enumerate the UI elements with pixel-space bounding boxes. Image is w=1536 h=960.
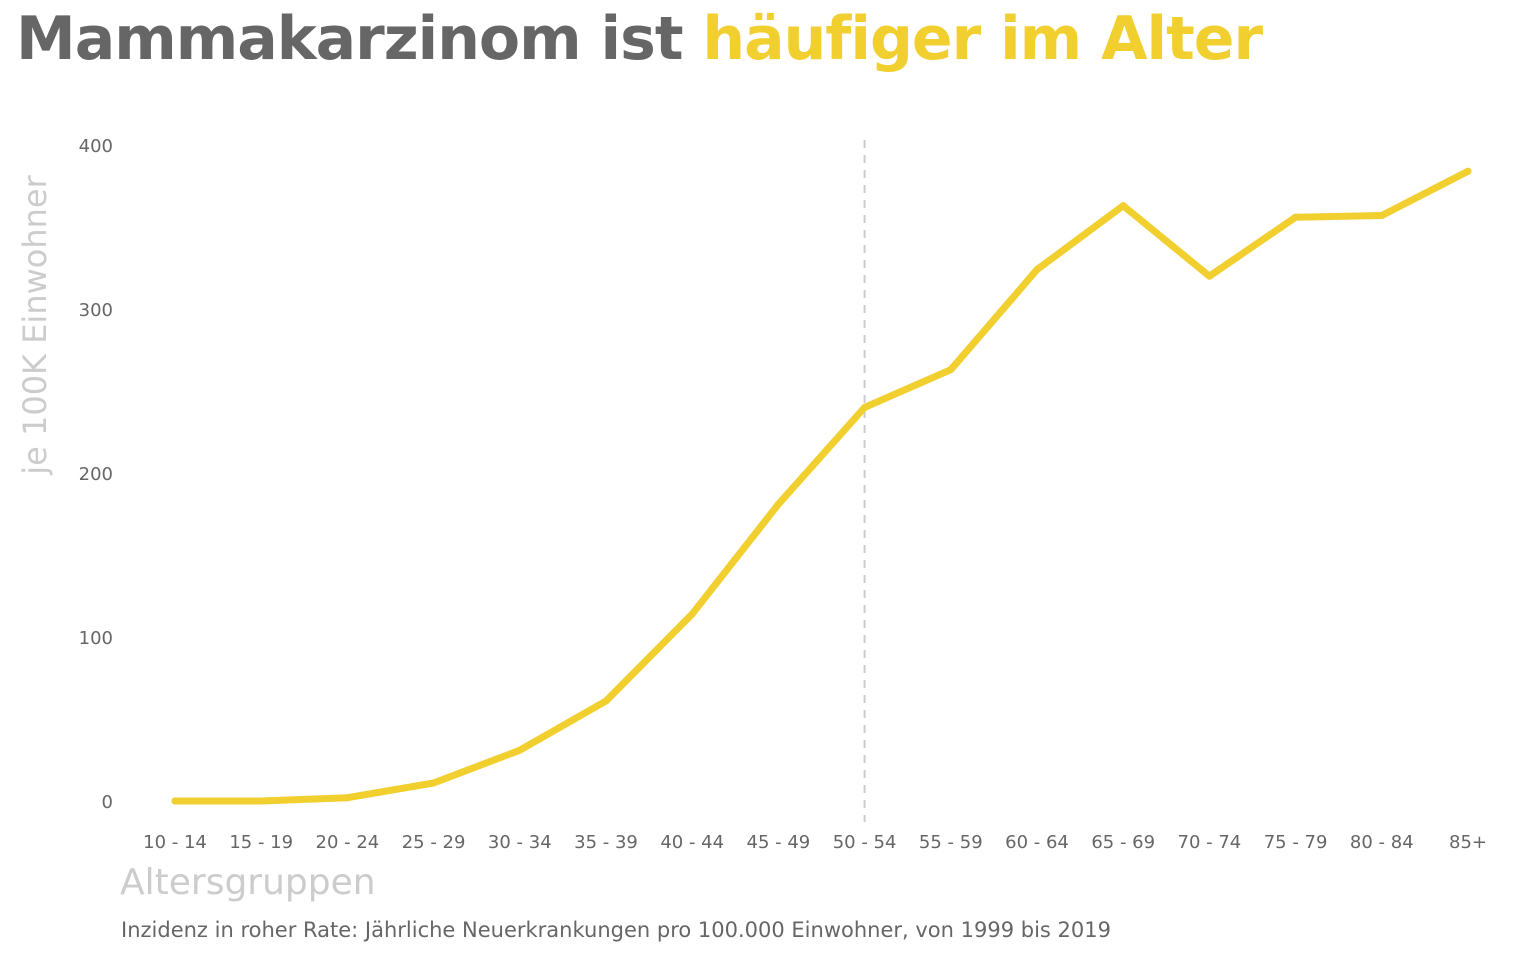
data-points (171, 167, 1472, 805)
x-tick-label: 85+ (1449, 832, 1487, 853)
chart-title: Mammakarzinom ist häufiger im Alter (16, 0, 1263, 78)
x-tick-label: 75 - 79 (1264, 832, 1328, 853)
y-tick-label: 0 (102, 792, 113, 813)
x-tick-label: 50 - 54 (833, 832, 897, 853)
data-point (1033, 266, 1041, 274)
x-tick-label: 10 - 14 (143, 832, 207, 853)
data-point (688, 610, 696, 618)
x-tick-label: 20 - 24 (316, 832, 380, 853)
title-part-highlight: häufiger im Alter (702, 4, 1263, 74)
data-point (1378, 212, 1386, 220)
x-tick-label: 60 - 64 (1005, 832, 1069, 853)
data-point (861, 403, 869, 411)
title-part-gray: Mammakarzinom ist (16, 4, 683, 74)
data-point (343, 794, 351, 802)
x-tick-label: 30 - 34 (488, 832, 552, 853)
y-axis-label: je 100K Einwohner (16, 174, 54, 475)
data-point (602, 697, 610, 705)
x-tick-label: 15 - 19 (229, 832, 293, 853)
data-point (430, 779, 438, 787)
x-tick-label: 25 - 29 (402, 832, 466, 853)
x-axis-label: Altersgruppen (120, 862, 376, 903)
data-point (1464, 167, 1472, 175)
x-tick-label: 65 - 69 (1091, 832, 1155, 853)
y-tick-label: 100 (79, 628, 113, 649)
data-point (1292, 213, 1300, 221)
y-tick-label: 400 (79, 136, 113, 157)
x-tick-label: 70 - 74 (1178, 832, 1242, 853)
y-tick-label: 300 (79, 300, 113, 321)
x-tick-label: 45 - 49 (747, 832, 811, 853)
y-axis: 0 100 200 300 400 (79, 136, 113, 813)
data-point (257, 797, 265, 805)
series-line (171, 167, 1472, 805)
y-tick-label: 200 (79, 464, 113, 485)
data-point (1205, 272, 1213, 280)
x-tick-label: 55 - 59 (919, 832, 983, 853)
data-point (947, 366, 955, 374)
x-tick-label: 40 - 44 (660, 832, 724, 853)
data-point (171, 797, 179, 805)
chart-caption: Inzidenz in roher Rate: Jährliche Neuerk… (121, 918, 1111, 942)
data-point (516, 746, 524, 754)
data-point (774, 500, 782, 508)
x-tick-label: 80 - 84 (1350, 832, 1414, 853)
data-point (1119, 202, 1127, 210)
x-tick-label: 35 - 39 (574, 832, 638, 853)
x-axis: 10 - 14 15 - 19 20 - 24 25 - 29 30 - 34 35 - … (143, 832, 1487, 853)
